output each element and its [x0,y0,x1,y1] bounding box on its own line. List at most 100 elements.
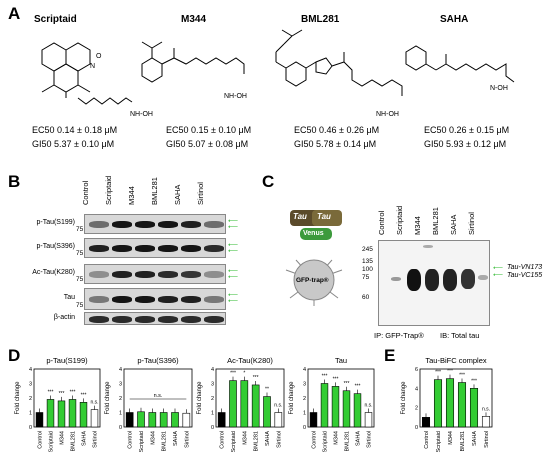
y-tick-label: 4 [211,367,214,373]
blot-band [158,221,178,228]
bar [421,417,431,428]
blot-band [204,221,224,228]
trap-bead [293,259,335,301]
lane-label-b: BML281 [150,177,159,205]
bar [433,379,443,428]
blot-band [181,271,201,278]
blot-band [89,316,109,323]
lane-label-c: Sirtinol [467,212,476,235]
bar [274,412,283,428]
blot-band [89,296,109,303]
blot-band [112,221,132,228]
bar [309,412,318,428]
y-tick-label: 1 [29,411,32,417]
significance-label: *** [355,384,361,390]
y-axis-label: Fold change [15,381,21,415]
arrow-icon: ⟵ [228,242,239,249]
y-tick-label: 4 [119,367,122,373]
compound-name-m344: M344 [181,14,207,25]
y-tick-label: 4 [415,386,418,392]
blot-band [135,271,155,278]
y-axis-label: Fold change [105,381,111,415]
blot-band [158,271,178,278]
significance-label: *** [70,389,76,395]
blot-row-label: p-Tau(S199) [36,219,75,226]
compound-name-scriptaid: Scriptaid [34,14,77,25]
arrow-c-1: ⟵ [493,265,504,272]
bar-chart: p-Tau(S396) Fold change 4 3 2 1 0 Control Script… [105,356,193,452]
bar [229,380,237,428]
lane-label-b: Control [81,180,90,205]
bar [68,399,77,428]
chart-title: Tau-BiFC complex [425,356,487,365]
significance-label: *** [471,378,477,384]
significance-label: ** [265,387,269,393]
bar [263,396,271,428]
bar-chart: p-Tau(S199) Fold change 4 3 2 1 0 Control Script… [15,356,101,452]
category-label: M344 [448,431,454,445]
category-label: Sirtinol [184,431,190,448]
lane-label-c: Control [377,210,386,235]
blot-band [204,245,224,252]
bar-chart: Tau-BiFC complex Fold change 6 4 2 0 Control Sc… [401,356,493,452]
chart-title: Ac-Tau(K280) [227,356,273,365]
significance-label: n.s. [482,406,490,412]
category-label: BML281 [162,431,168,452]
blot-band [181,221,201,228]
tau-label-2: Tau [317,212,331,221]
chart-frame [215,368,285,428]
significance-label: *** [48,389,54,395]
chart-title: Tau [335,356,347,365]
significance-label: *** [344,381,350,387]
atom-nhoh-4: N-OH [490,85,508,92]
y-tick-label: 2 [303,396,306,402]
mw-marker-c: 100 [362,266,373,273]
bar [445,378,455,428]
category-label: Scriptaid [436,431,442,452]
bar [90,409,99,428]
trap-label: GFP-trap® [296,277,329,284]
y-tick-label: 0 [211,425,214,431]
lane-label-b: SAHA [173,184,182,205]
structures-svg: N O NH-OH NH-OH NH-OH N-OH [41,29,515,118]
significance-label: *** [59,391,65,397]
lane-label-c: SAHA [449,214,458,235]
mw-marker-c: 60 [362,294,370,301]
blot-strip [84,264,226,284]
arrow-icon: ⟵ [228,268,239,275]
y-tick-label: 1 [303,411,306,417]
y-tick-label: 0 [303,425,306,431]
bar [79,402,88,428]
chart-frame [307,368,375,428]
bar [251,384,260,428]
blot-band [89,221,109,228]
bar [148,412,157,428]
lane-label-c: BML281 [431,207,440,235]
atom-nhoh-3: NH-OH [376,111,399,118]
arrow-icon: ⟵ [228,224,239,231]
mw-marker: 75 [76,302,84,309]
category-label: Control [128,431,134,449]
blot-row-label: Ac-Tau(K280) [32,269,75,276]
blot-band [89,245,109,252]
venus-label: Venus [303,230,324,237]
arrow-c-2: ⟵ [493,272,504,279]
significance-label: n.s. [274,403,282,409]
blot-strip [84,312,226,325]
atom-nhoh-2: NH-OH [224,93,247,100]
band-label-vn173: Tau-VN173 [507,264,543,271]
bar [481,416,491,428]
lane-label-b: M344 [127,186,136,205]
bar [137,411,145,428]
y-tick-label: 3 [303,382,306,388]
category-label: SAHA [173,431,179,446]
lane-label-b: Scriptaid [104,175,113,205]
category-label: Scriptaid [139,431,145,452]
panel-label-b: B [8,172,21,191]
bar-chart: Ac-Tau(K280) Fold change 4 3 2 1 0 Control Scrip… [197,356,285,452]
blot-band [158,296,178,303]
blot-band [135,221,155,228]
category-label: BML281 [460,431,466,452]
blot-band [112,271,132,278]
blot-band [112,245,132,252]
